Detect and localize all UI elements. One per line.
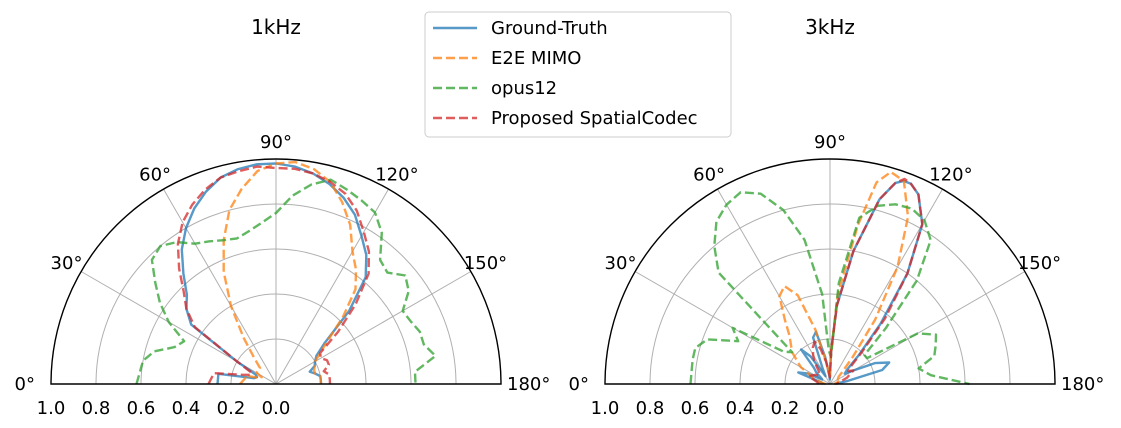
grid-spoke: [829, 271, 1026, 385]
series-line-opus12: [135, 178, 437, 385]
radius-tick-label: 0.4: [172, 398, 201, 419]
angle-tick-label: 90°: [814, 132, 846, 153]
series-line-proposed-spatialcodec: [807, 177, 924, 385]
angle-tick-label: 0°: [569, 374, 589, 395]
grid-spoke: [275, 188, 389, 385]
legend-label-proposed-spatialcodec: Proposed SpatialCodec: [491, 108, 698, 129]
radius-tick-label: 0.6: [681, 398, 710, 419]
angle-tick-label: 30°: [605, 253, 637, 274]
radius-tick-label: 0.4: [726, 398, 755, 419]
legend-label-e2e-mimo: E2E MIMO: [491, 48, 581, 69]
series-1khz: [135, 160, 437, 385]
radius-tick-label: 1.0: [591, 398, 620, 419]
polar-panel-1khz: 0° 30° 60° 90° 120° 150° 180° 1.0 0.8 0.6 0.4 0.2 0.…: [15, 15, 551, 419]
radius-tick-label: 0.0: [816, 398, 845, 419]
angle-tick-label: 150°: [1018, 253, 1061, 274]
angle-tick-label: 30°: [51, 253, 83, 274]
angle-tick-label: 120°: [929, 165, 972, 186]
series-3khz: [689, 170, 970, 386]
grid-spoke: [717, 188, 831, 385]
radius-tick-label: 0.8: [82, 398, 111, 419]
series-line-proposed-spatialcodec: [176, 165, 371, 385]
tick-labels-3khz: 0° 30° 60° 90° 120° 150° 180° 1.0 0.8 0.6 0.4 0.2 0.…: [569, 132, 1105, 419]
legend-box: [424, 11, 732, 138]
legend-label-opus12: opus12: [491, 78, 557, 99]
angle-tick-label: 60°: [139, 165, 171, 186]
radius-tick-label: 0.2: [217, 398, 246, 419]
radius-tick-label: 0.0: [262, 398, 291, 419]
chart-title-3khz: 3kHz: [805, 15, 855, 39]
frame-3khz: [604, 158, 1056, 385]
angle-tick-label: 0°: [15, 374, 35, 395]
chart-title-1khz: 1kHz: [251, 15, 301, 39]
legend-label-ground-truth: Ground-Truth: [491, 18, 608, 39]
angle-tick-label: 150°: [464, 253, 507, 274]
radius-tick-label: 0.8: [636, 398, 665, 419]
frame-1khz: [50, 158, 502, 385]
angle-tick-label: 60°: [693, 165, 725, 186]
angle-tick-label: 180°: [1061, 374, 1104, 395]
legend: Ground-Truth E2E MIMO opus12 Proposed Spati…: [424, 11, 732, 138]
angle-tick-label: 180°: [507, 374, 550, 395]
polar-panel-3khz: 0° 30° 60° 90° 120° 150° 180° 1.0 0.8 0.6 0.4 0.2 0.…: [569, 15, 1105, 419]
grid-spoke: [275, 271, 472, 385]
tick-labels-1khz: 0° 30° 60° 90° 120° 150° 180° 1.0 0.8 0.6 0.4 0.2 0.…: [15, 132, 551, 419]
legend-entries: Ground-Truth E2E MIMO opus12 Proposed Spati…: [433, 18, 698, 129]
series-line-e2e-mimo: [222, 160, 358, 385]
radius-tick-label: 1.0: [37, 398, 66, 419]
angle-tick-label: 90°: [260, 132, 292, 153]
radius-tick-label: 0.2: [771, 398, 800, 419]
series-line-ground-truth: [180, 162, 368, 385]
grid-1khz: [80, 159, 472, 385]
grid-spoke: [163, 188, 277, 385]
grid-spoke: [829, 188, 943, 385]
angle-tick-label: 120°: [375, 165, 418, 186]
radius-tick-label: 0.6: [127, 398, 156, 419]
